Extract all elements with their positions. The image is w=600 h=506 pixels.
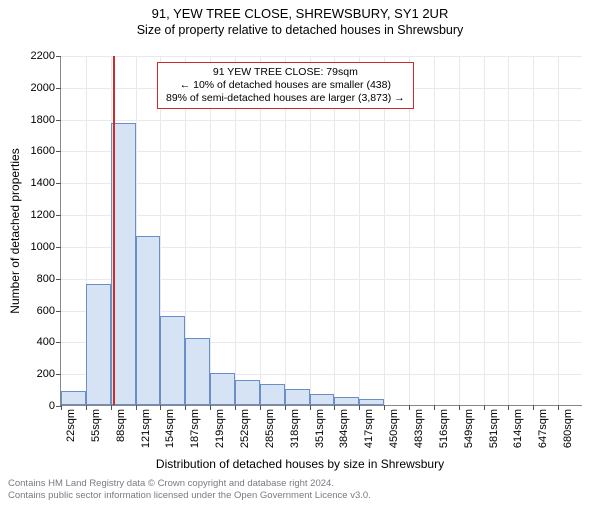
chart-title-line2: Size of property relative to detached ho… <box>0 23 600 37</box>
histogram-bar <box>334 397 359 405</box>
chart-container: 91, YEW TREE CLOSE, SHREWSBURY, SY1 2UR … <box>0 6 600 506</box>
gridline-v <box>459 56 460 405</box>
x-tick-mark <box>310 405 311 410</box>
gridline-h <box>61 215 582 216</box>
y-tick-mark <box>56 88 61 89</box>
marker-line <box>113 56 115 405</box>
x-tick-mark <box>533 405 534 410</box>
x-tick-mark <box>334 405 335 410</box>
plot-area: 0200400600800100012001400160018002000220… <box>60 56 582 406</box>
gridline-v <box>533 56 534 405</box>
histogram-bar <box>310 394 335 405</box>
x-tick-mark <box>384 405 385 410</box>
x-tick-label: 55sqm <box>90 409 102 442</box>
gridline-v <box>484 56 485 405</box>
y-tick-mark <box>56 342 61 343</box>
gridline-h <box>61 120 582 121</box>
x-axis-label: Distribution of detached houses by size … <box>0 457 600 471</box>
x-tick-mark <box>111 405 112 410</box>
histogram-bar <box>86 284 111 405</box>
annotation-line: 89% of semi-detached houses are larger (… <box>166 92 405 105</box>
y-tick-mark <box>56 56 61 57</box>
x-tick-mark <box>160 405 161 410</box>
x-tick-label: 154sqm <box>164 409 176 448</box>
histogram-bar <box>260 384 285 405</box>
x-tick-mark <box>86 405 87 410</box>
x-tick-label: 581sqm <box>488 409 500 448</box>
x-tick-mark <box>359 405 360 410</box>
x-tick-label: 450sqm <box>388 409 400 448</box>
y-tick-mark <box>56 183 61 184</box>
annotation-line: ← 10% of detached houses are smaller (43… <box>166 79 405 92</box>
x-tick-label: 22sqm <box>65 409 77 442</box>
y-tick-mark <box>56 215 61 216</box>
x-tick-mark <box>136 405 137 410</box>
histogram-bar <box>136 236 161 405</box>
x-tick-mark <box>508 405 509 410</box>
histogram-bar <box>160 316 185 405</box>
x-tick-mark <box>235 405 236 410</box>
x-tick-mark <box>285 405 286 410</box>
chart-plot-wrap: 0200400600800100012001400160018002000220… <box>60 56 582 406</box>
histogram-bar <box>210 373 235 405</box>
x-tick-mark <box>558 405 559 410</box>
footer-line1: Contains HM Land Registry data © Crown c… <box>8 478 371 490</box>
x-tick-label: 614sqm <box>512 409 524 448</box>
histogram-bar <box>359 399 384 405</box>
x-tick-mark <box>185 405 186 410</box>
x-tick-mark <box>484 405 485 410</box>
chart-title-line1: 91, YEW TREE CLOSE, SHREWSBURY, SY1 2UR <box>0 6 600 21</box>
y-tick-mark <box>56 279 61 280</box>
footer-line2: Contains public sector information licen… <box>8 490 371 502</box>
histogram-bar <box>235 380 260 405</box>
annotation-box: 91 YEW TREE CLOSE: 79sqm← 10% of detache… <box>157 62 414 109</box>
gridline-h <box>61 56 582 57</box>
x-tick-label: 318sqm <box>289 409 301 448</box>
y-tick-mark <box>56 374 61 375</box>
x-tick-mark <box>260 405 261 410</box>
gridline-h <box>61 151 582 152</box>
x-tick-label: 549sqm <box>463 409 475 448</box>
x-tick-label: 219sqm <box>214 409 226 448</box>
x-tick-label: 121sqm <box>140 409 152 448</box>
histogram-bar <box>61 391 86 405</box>
histogram-bar <box>185 338 210 405</box>
x-tick-label: 285sqm <box>264 409 276 448</box>
x-tick-label: 680sqm <box>562 409 574 448</box>
x-tick-label: 417sqm <box>363 409 375 448</box>
y-tick-mark <box>56 311 61 312</box>
x-tick-label: 252sqm <box>239 409 251 448</box>
x-tick-label: 88sqm <box>115 409 127 442</box>
gridline-v <box>434 56 435 405</box>
annotation-line: 91 YEW TREE CLOSE: 79sqm <box>166 66 405 79</box>
x-tick-label: 647sqm <box>537 409 549 448</box>
x-tick-label: 351sqm <box>314 409 326 448</box>
x-tick-label: 483sqm <box>413 409 425 448</box>
x-tick-label: 187sqm <box>189 409 201 448</box>
x-tick-mark <box>459 405 460 410</box>
gridline-v <box>508 56 509 405</box>
y-tick-mark <box>56 151 61 152</box>
y-tick-mark <box>56 120 61 121</box>
gridline-h <box>61 183 582 184</box>
x-tick-mark <box>61 405 62 410</box>
histogram-bar <box>285 389 310 405</box>
x-tick-mark <box>409 405 410 410</box>
chart-footer: Contains HM Land Registry data © Crown c… <box>8 478 371 502</box>
x-tick-label: 516sqm <box>438 409 450 448</box>
x-tick-label: 384sqm <box>338 409 350 448</box>
x-tick-mark <box>210 405 211 410</box>
gridline-v <box>558 56 559 405</box>
y-tick-mark <box>56 247 61 248</box>
y-axis-label: Number of detached properties <box>8 148 22 313</box>
x-tick-mark <box>434 405 435 410</box>
